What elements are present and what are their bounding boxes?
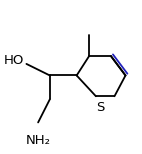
Text: S: S [96,101,104,113]
Text: HO: HO [4,54,24,67]
Text: NH₂: NH₂ [26,134,51,147]
